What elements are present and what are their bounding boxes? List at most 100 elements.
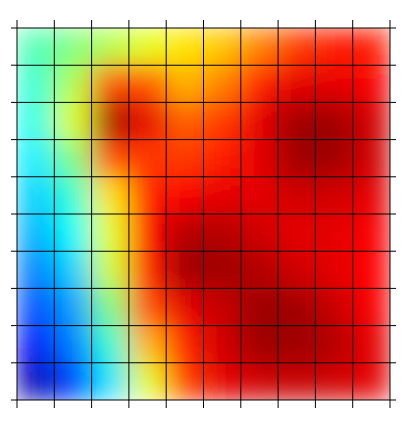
- heat-cell: [166, 28, 204, 66]
- heat-cell: [91, 251, 130, 289]
- heat-cell: [315, 251, 354, 289]
- heat-cell: [352, 176, 390, 215]
- heat-cell: [54, 214, 93, 252]
- heat-cell: [203, 325, 242, 364]
- heat-cell: [278, 288, 316, 327]
- heat-cell: [91, 65, 130, 103]
- heat-cell: [91, 139, 130, 178]
- heat-cell: [203, 251, 242, 289]
- heat-cell: [240, 65, 279, 103]
- heat-cell: [352, 325, 390, 364]
- heat-cell: [352, 102, 390, 141]
- heat-cell: [315, 139, 354, 178]
- heat-cell: [166, 176, 204, 215]
- heat-cell: [203, 362, 242, 400]
- mesh: [11, 20, 396, 408]
- heat-cell: [17, 362, 55, 400]
- heat-cell: [240, 325, 279, 364]
- heat-cell: [240, 251, 279, 289]
- heat-cell: [352, 214, 390, 252]
- heat-cell: [203, 65, 242, 103]
- heat-cell: [278, 176, 316, 215]
- heat-cell: [352, 65, 390, 103]
- heatmap: [17, 28, 390, 400]
- heat-cell: [315, 176, 354, 215]
- heat-cell: [17, 28, 55, 66]
- heat-cell: [17, 325, 55, 364]
- heat-cell: [203, 176, 242, 215]
- heat-cell: [128, 362, 167, 400]
- heat-cell: [240, 139, 279, 178]
- heat-cell: [278, 325, 316, 364]
- heat-cell: [54, 28, 93, 66]
- heat-cell: [166, 325, 204, 364]
- heat-cell: [166, 362, 204, 400]
- heat-cell: [166, 139, 204, 178]
- heat-cell: [203, 288, 242, 327]
- heat-cell: [352, 288, 390, 327]
- heat-cell: [240, 288, 279, 327]
- heat-cell: [128, 176, 167, 215]
- heat-cell: [128, 65, 167, 103]
- heat-cell: [17, 214, 55, 252]
- heat-cell: [240, 362, 279, 400]
- heat-cell: [315, 65, 354, 103]
- heat-cell: [91, 28, 130, 66]
- heat-cell: [91, 288, 130, 327]
- heat-cell: [91, 176, 130, 215]
- heat-cell: [128, 214, 167, 252]
- heat-cell: [91, 325, 130, 364]
- heat-cell: [352, 362, 390, 400]
- heat-cell: [17, 288, 55, 327]
- heat-cell: [54, 288, 93, 327]
- heat-cell: [128, 139, 167, 178]
- heat-cell: [54, 102, 93, 141]
- heat-cell: [203, 214, 242, 252]
- heat-cell: [240, 214, 279, 252]
- heat-cell: [240, 102, 279, 141]
- heat-cell: [278, 28, 316, 66]
- heat-cell: [315, 288, 354, 327]
- heat-cell: [128, 251, 167, 289]
- heat-cell: [17, 102, 55, 141]
- heat-cell: [315, 214, 354, 252]
- heat-cell: [278, 139, 316, 178]
- heat-cell: [54, 362, 93, 400]
- heat-cell: [240, 28, 279, 66]
- heat-cell: [166, 214, 204, 252]
- heat-cell: [166, 251, 204, 289]
- heat-cell: [17, 176, 55, 215]
- heat-cell: [54, 65, 93, 103]
- plot-area: [17, 28, 390, 400]
- heat-cell: [315, 102, 354, 141]
- heat-cell: [17, 251, 55, 289]
- heat-cell: [278, 362, 316, 400]
- heat-cell: [128, 28, 167, 66]
- heat-cell: [315, 362, 354, 400]
- heat-cell: [54, 139, 93, 178]
- heat-cell: [91, 102, 130, 141]
- heat-cell: [17, 139, 55, 178]
- heat-cell: [240, 176, 279, 215]
- heat-cell: [128, 102, 167, 141]
- heat-cell: [91, 214, 130, 252]
- heat-cell: [278, 214, 316, 252]
- heat-cell: [166, 102, 204, 141]
- heat-cell: [315, 325, 354, 364]
- plot-border: [16, 27, 391, 401]
- heat-cell: [166, 288, 204, 327]
- heat-cell: [17, 65, 55, 103]
- heat-cell: [352, 251, 390, 289]
- heat-cell: [278, 102, 316, 141]
- heat-cell: [278, 65, 316, 103]
- heat-cell: [54, 325, 93, 364]
- heat-cell: [54, 176, 93, 215]
- heat-cell: [54, 251, 93, 289]
- heat-cell: [128, 288, 167, 327]
- heat-cell: [278, 251, 316, 289]
- heat-cell: [203, 28, 242, 66]
- heat-cell: [315, 28, 354, 66]
- heat-cell: [203, 102, 242, 141]
- heat-cell: [166, 65, 204, 103]
- heat-cell: [128, 325, 167, 364]
